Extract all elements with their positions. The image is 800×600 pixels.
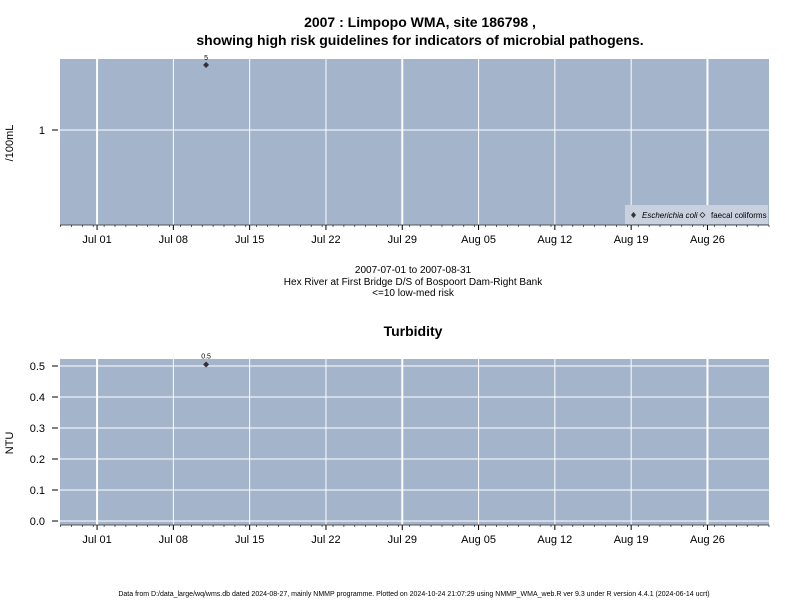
- chart2-point-turbidity-0: [203, 361, 210, 368]
- chart2-ytick-label-3: 0.3: [30, 423, 45, 435]
- chart1-x-ticks: Jul 01 Jul 08 Jul 15 Jul 22 Jul 29 Aug 05 Aug …: [60, 225, 770, 246]
- chart2-xtick-label-2: Jul 15: [235, 534, 264, 546]
- chart1-xtick-label-6: Aug 12: [537, 234, 572, 246]
- chart1-subtitle-site: Hex River at First Bridge D/S of Bospoor…: [284, 277, 543, 288]
- chart1-legend: Escherichia coli faecal coliforms: [625, 205, 768, 224]
- chart2-vertical-grid: [96, 359, 709, 525]
- chart2-panel-bg: [60, 359, 769, 525]
- chart2-xtick-label-8: Aug 26: [690, 534, 725, 546]
- chart2-x-ticks: Jul 01 Jul 08 Jul 15 Jul 22 Jul 29 Aug 05 Aug …: [60, 525, 770, 546]
- chart1-xtick-label-7: Aug 19: [614, 234, 649, 246]
- chart2-horizontal-grid: [60, 365, 769, 522]
- chart2-ytick-label-2: 0.2: [30, 454, 45, 466]
- chart1-title-line1: 2007 : Limpopo WMA, site 186798 ,: [304, 14, 536, 30]
- legend-box: [625, 205, 768, 224]
- chart2-point-label-0: 0.5: [201, 354, 211, 361]
- chart2-ytick-label-4: 0.4: [30, 392, 45, 404]
- chart2-plot-area: 0.5: [60, 354, 769, 526]
- chart1-panel-bg: [60, 59, 769, 225]
- chart1-vertical-grid: [96, 59, 709, 225]
- legend-label-ecoli: Escherichia coli: [642, 211, 698, 220]
- chart1-points: 5: [203, 55, 210, 68]
- chart1-xtick-label-4: Jul 29: [388, 234, 417, 246]
- chart2-ytick-label-0: 0.0: [30, 516, 45, 528]
- chart2-ylabel: NTU: [4, 432, 16, 455]
- legend-marker-ecoli: [631, 212, 636, 218]
- chart2-xtick-label-0: Jul 01: [82, 534, 111, 546]
- chart2-ytick-label-1: 0.1: [30, 485, 45, 497]
- chart2-ytick-label-5: 0.5: [30, 361, 45, 373]
- chart2-xtick-label-5: Aug 05: [461, 534, 496, 546]
- chart1-point-ecoli-0: [203, 61, 210, 68]
- chart1-xtick-label-0: Jul 01: [82, 234, 111, 246]
- chart1-ytick-label: 1: [39, 125, 45, 137]
- chart1-ylabel: /100mL: [4, 125, 16, 162]
- chart2-points: 0.5: [201, 354, 211, 368]
- footer-note: Data from D:/data_large/wq/wms.db dated …: [118, 591, 709, 598]
- chart1-title-line2: showing high risk guidelines for indicat…: [196, 32, 643, 48]
- chart1-plot-area: 5: [60, 55, 769, 226]
- chart1-subtitle-risk: <=10 low-med risk: [372, 288, 455, 299]
- legend-label-faecal: faecal coliforms: [711, 211, 767, 220]
- chart1-xtick-label-1: Jul 08: [159, 234, 188, 246]
- chart2-y-ticks: 0.0 0.1 0.2 0.3 0.4 0.5: [30, 361, 58, 528]
- chart1-subtitle-dates: 2007-07-01 to 2007-08-31: [355, 265, 472, 276]
- legend-marker-faecal: [699, 211, 706, 219]
- chart2-xtick-label-1: Jul 08: [159, 534, 188, 546]
- chart2-title: Turbidity: [384, 323, 443, 339]
- chart1-point-label-0: 5: [204, 55, 208, 62]
- chart2-xtick-label-3: Jul 22: [311, 534, 340, 546]
- chart2-xtick-label-7: Aug 19: [614, 534, 649, 546]
- chart1-xtick-label-5: Aug 05: [461, 234, 496, 246]
- chart2-xtick-label-6: Aug 12: [537, 534, 572, 546]
- chart1-xtick-label-3: Jul 22: [311, 234, 340, 246]
- chart2-xtick-label-4: Jul 29: [388, 534, 417, 546]
- chart1-xtick-label-8: Aug 26: [690, 234, 725, 246]
- chart1-xtick-label-2: Jul 15: [235, 234, 264, 246]
